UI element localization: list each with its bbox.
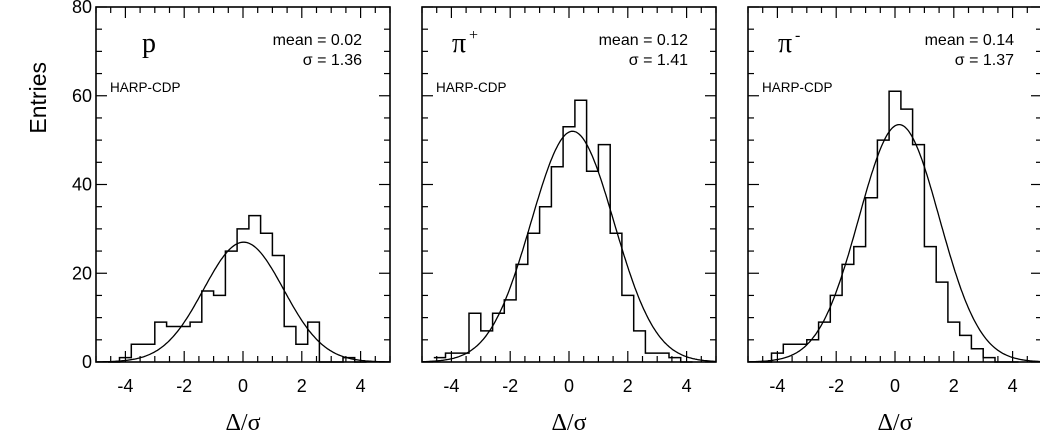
panel-2: -4 -2 0 2 4 Δ/σ π + mean = 0.12 σ = 1.41 HARP-CDP <box>421 6 717 436</box>
x-tick-label: -2 <box>828 376 844 396</box>
gaussian-fit-curve <box>96 241 391 363</box>
mean-text: mean = 0.12 <box>599 32 689 49</box>
gaussian-fit-curve <box>421 130 716 363</box>
y-tick-label: 20 <box>72 263 92 283</box>
gaussian-fit-curve <box>748 123 1040 363</box>
experiment-tag: HARP-CDP <box>110 80 181 95</box>
x-axis-label: Δ/σ <box>225 410 260 436</box>
histogram-bars <box>759 90 1019 363</box>
particle-label: π <box>778 28 792 59</box>
x-tick-label: -4 <box>117 376 133 396</box>
x-axis-label: Δ/σ <box>551 410 586 436</box>
x-tick-label: 4 <box>682 376 692 396</box>
x-tick-label: -4 <box>769 376 785 396</box>
x-tick-label: -2 <box>502 376 518 396</box>
histogram-bars <box>107 214 367 363</box>
x-tick-label: 2 <box>949 376 959 396</box>
y-tick-label: 80 <box>72 0 92 17</box>
sigma-text: σ = 1.36 <box>303 52 362 69</box>
histogram-bars <box>433 99 693 363</box>
particle-charge: - <box>795 27 800 44</box>
x-tick-label: 2 <box>297 376 307 396</box>
x-tick-label: 4 <box>1008 376 1018 396</box>
sigma-text: σ = 1.37 <box>955 52 1014 69</box>
particle-label: p <box>142 28 156 59</box>
mean-text: mean = 0.14 <box>925 32 1015 49</box>
mean-text: mean = 0.02 <box>273 32 363 49</box>
x-tick-label: 0 <box>890 376 900 396</box>
y-tick-label: 60 <box>72 86 92 106</box>
particle-label: π <box>452 28 466 59</box>
experiment-tag: HARP-CDP <box>762 80 833 95</box>
x-tick-label: 0 <box>238 376 248 396</box>
y-tick-label: 0 <box>82 352 92 372</box>
y-tick-label: 40 <box>72 175 92 195</box>
experiment-tag: HARP-CDP <box>436 80 507 95</box>
panel-3: -4 -2 0 2 4 Δ/σ π - mean = 0.14 σ = 1.37 HARP-CDP <box>747 6 1040 436</box>
y-axis-label: Entries <box>25 62 51 134</box>
x-tick-label: 4 <box>356 376 366 396</box>
x-axis-label: Δ/σ <box>877 410 912 436</box>
x-tick-label: 2 <box>623 376 633 396</box>
x-tick-label: -4 <box>443 376 459 396</box>
particle-charge: + <box>469 27 478 44</box>
x-tick-label: 0 <box>564 376 574 396</box>
x-tick-label: -2 <box>176 376 192 396</box>
sigma-text: σ = 1.41 <box>629 52 688 69</box>
